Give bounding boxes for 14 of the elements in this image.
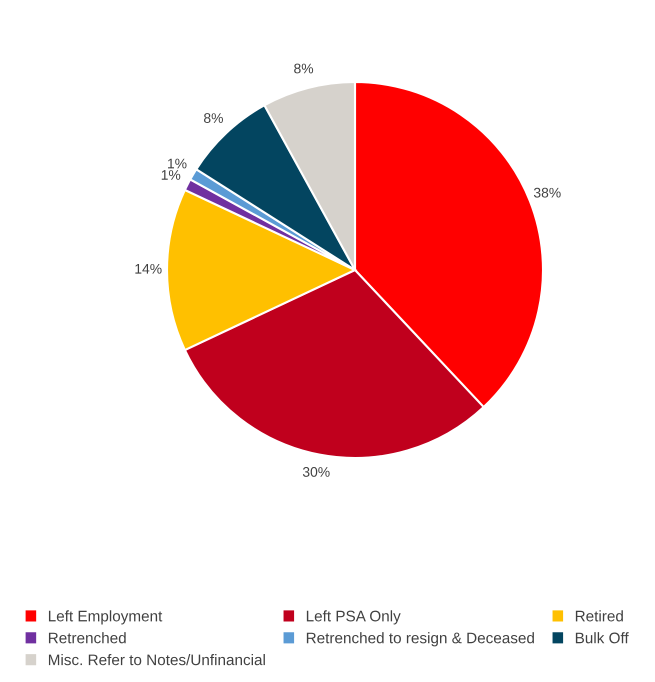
data-label: 14% — [135, 264, 162, 274]
legend-label: Retired — [576, 610, 623, 622]
data-label: 1% — [162, 170, 180, 180]
legend-label: Misc. Refer to Notes/Unfinancial — [48, 654, 265, 666]
legend-label: Retrenched to resign & Deceased — [306, 632, 534, 646]
data-label: 30% — [302, 467, 330, 477]
legend-label: Retrenched — [48, 632, 126, 644]
legend-label: Left PSA Only — [306, 610, 401, 624]
data-label: 1% — [168, 158, 187, 168]
legend-label: Left Employment — [48, 610, 162, 624]
data-label: 8% — [294, 64, 314, 74]
data-label: 8% — [204, 113, 223, 123]
data-label: 38% — [534, 188, 561, 198]
legend-label: Bulk Off — [576, 632, 629, 644]
